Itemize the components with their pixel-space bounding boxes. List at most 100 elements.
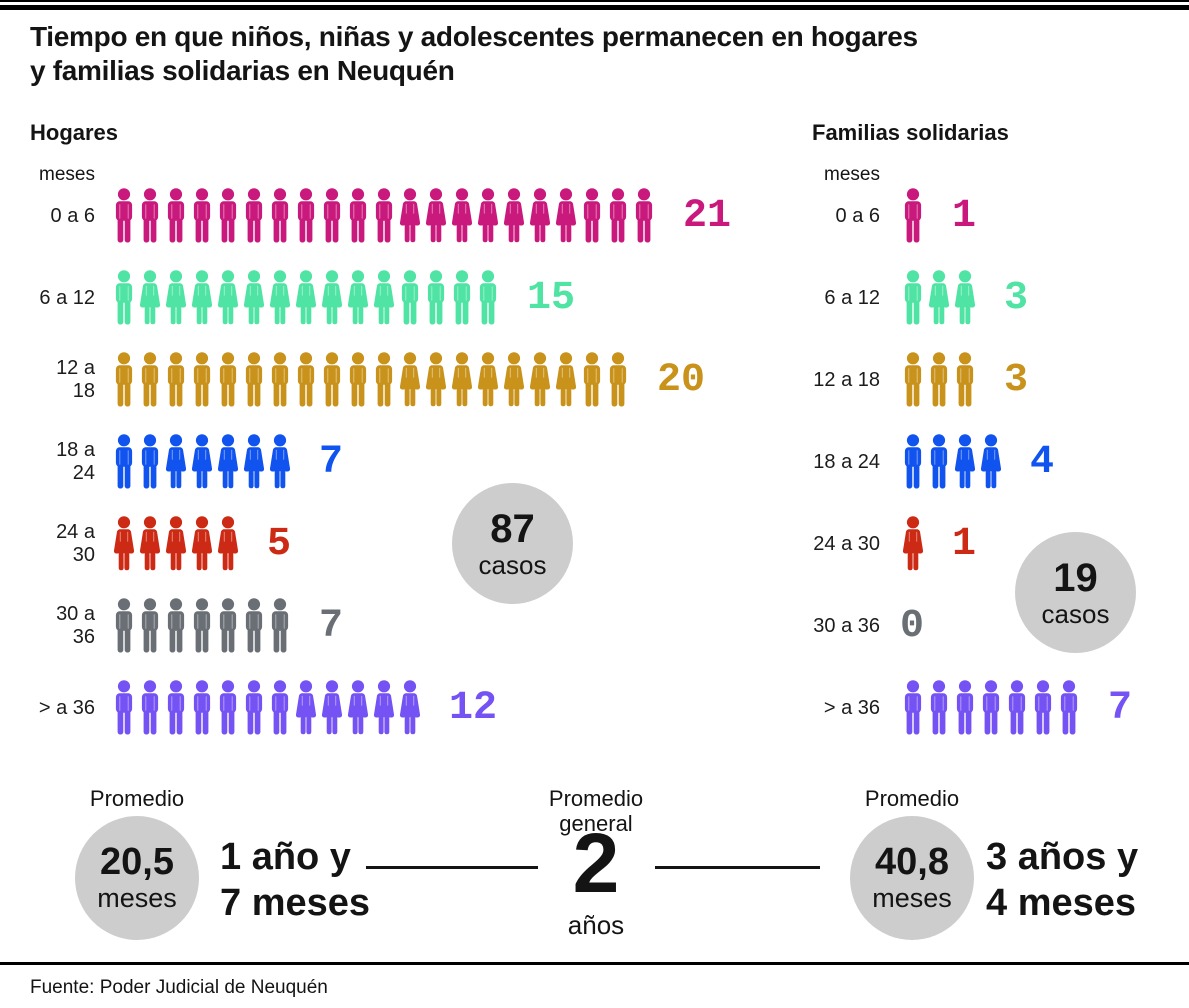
row-count: 7 [319, 603, 344, 649]
person-female-icon [976, 434, 1006, 490]
hogares-row-0: 0 a 6 21 [30, 188, 790, 244]
person-male-icon [950, 352, 980, 408]
familias-average-text-line2: 4 meses [986, 882, 1137, 924]
row-label: 0 a 6 [50, 204, 95, 227]
page-title: Tiempo en que niños, niñas y adolescente… [30, 20, 918, 88]
familias-average-text: 3 años y 4 meses [986, 834, 1138, 926]
row-icons [898, 680, 1080, 736]
row-icons [109, 352, 629, 408]
person-female-icon [395, 680, 425, 736]
row-label: 6 a 12 [824, 286, 880, 309]
row-label: 30 a 36 [813, 614, 880, 637]
row-count: 3 [1004, 357, 1029, 403]
general-average-title-line2: general [559, 811, 633, 836]
row-icons [109, 434, 291, 490]
title-line2: y familias solidarias en Neuquén [30, 55, 455, 86]
hogares-heading: Hogares [30, 120, 119, 145]
row-count: 20 [657, 357, 706, 403]
person-male-icon [473, 270, 503, 326]
source-text: Fuente: Poder Judicial de Neuquén [30, 977, 328, 998]
hogares-row-1: 6 a 12 15 [30, 270, 790, 326]
familias-row-1: 6 a 12 3 [812, 270, 1189, 326]
row-label: > a 36 [38, 696, 95, 719]
hogares-average-text: 1 año y 7 meses [220, 834, 370, 926]
row-icons [109, 270, 499, 326]
row-count: 3 [1004, 275, 1029, 321]
right-unit-label: meses [824, 164, 880, 185]
person-male-icon [265, 598, 295, 654]
hogares-average-text-line2: 7 meses [220, 882, 371, 924]
row-label: 12 a 18 [56, 357, 95, 402]
hogares-average-unit: meses [97, 883, 177, 913]
hogares-row-2: 12 a 18 20 [30, 352, 790, 408]
hogares-total-circle: 87 casos [452, 483, 573, 604]
familias-total-circle: 19 casos [1015, 532, 1136, 653]
row-count: 5 [267, 521, 292, 567]
familias-row-4: 24 a 30 1 [812, 516, 1189, 572]
row-label: 24 a 30 [56, 521, 95, 566]
familias-row-2: 12 a 18 3 [812, 352, 1189, 408]
row-icons [898, 270, 976, 326]
row-label: 24 a 30 [813, 532, 880, 555]
person-male-icon [1054, 680, 1084, 736]
row-icons [109, 188, 655, 244]
person-female-icon [950, 270, 980, 326]
hogares-row-6: > a 36 12 [30, 680, 790, 736]
hogares-row-3: 18 a 24 7 [30, 434, 790, 490]
row-count: 15 [527, 275, 576, 321]
row-label: > a 36 [823, 696, 880, 719]
familias-total-unit: casos [1041, 598, 1110, 629]
row-icons [898, 352, 976, 408]
familias-average-title: Promedio [864, 786, 960, 811]
person-male-icon [603, 352, 633, 408]
row-icons [898, 188, 924, 244]
familias-heading: Familias solidarias [812, 120, 1009, 145]
row-count: 21 [683, 193, 732, 239]
person-female-icon [265, 434, 295, 490]
familias-row-5: 30 a 36 0 [812, 598, 1189, 654]
general-average-unit: años [567, 910, 625, 940]
hogares-average-value: 20,5 [100, 841, 174, 883]
person-female-icon [898, 516, 928, 572]
familias-average-circle: 40,8 meses [850, 816, 974, 940]
hogares-row-5: 30 a 36 7 [30, 598, 790, 654]
familias-total-value: 19 [1053, 555, 1098, 600]
row-count: 1 [952, 521, 977, 567]
familias-average-unit: meses [872, 883, 952, 913]
row-icons [109, 516, 239, 572]
row-label: 18 a 24 [56, 439, 95, 484]
row-icons [109, 598, 291, 654]
row-count: 1 [952, 193, 977, 239]
hogares-average-title: Promedio [89, 786, 185, 811]
row-count: 7 [319, 439, 344, 485]
row-icons [109, 680, 421, 736]
row-label: 30 a 36 [56, 603, 95, 648]
familias-row-6: > a 36 7 [812, 680, 1189, 736]
hogares-average-text-line1: 1 año y [220, 836, 351, 878]
row-icons [898, 434, 1002, 490]
average-connector-right [655, 866, 820, 869]
row-label: 6 a 12 [39, 286, 95, 309]
title-line1: Tiempo en que niños, niñas y adolescente… [30, 21, 918, 52]
familias-row-3: 18 a 24 4 [812, 434, 1189, 490]
row-count: 0 [900, 603, 925, 649]
average-connector-left [366, 866, 538, 869]
row-label: 18 a 24 [813, 450, 880, 473]
row-count: 4 [1030, 439, 1055, 485]
row-label: 0 a 6 [835, 204, 880, 227]
row-icons [898, 516, 924, 572]
person-female-icon [213, 516, 243, 572]
footer-rule [0, 962, 1189, 965]
familias-row-0: 0 a 6 1 [812, 188, 1189, 244]
hogares-total-value: 87 [490, 506, 535, 551]
left-unit-label: meses [39, 164, 95, 185]
hogares-total-unit: casos [478, 549, 547, 580]
general-average-title: Promedio general [520, 786, 672, 836]
person-male-icon [629, 188, 659, 244]
hogares-row-4: 24 a 30 5 [30, 516, 790, 572]
person-male-icon [898, 188, 928, 244]
hogares-rows: 0 a 6 21 6 a 12 15 12 a 18 20 18 a 24 7 24 a 30 5… [30, 188, 790, 762]
top-rule [0, 0, 1189, 10]
row-count: 12 [449, 685, 498, 731]
